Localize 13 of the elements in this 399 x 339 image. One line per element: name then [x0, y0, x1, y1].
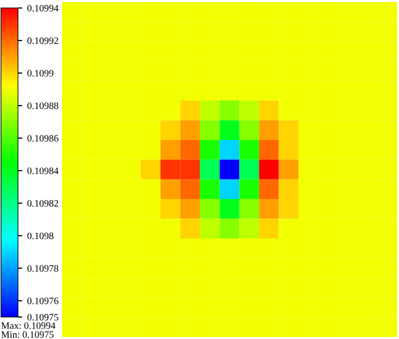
- color-bar-label: 0.10982: [27, 200, 58, 207]
- text: Max: 0.10994: [1, 322, 56, 329]
- color-bar-label: 0.10976: [27, 298, 58, 304]
- color-bar-label: 0.10986: [27, 135, 58, 142]
- color-bar-label: 0.10978: [27, 265, 58, 272]
- color-bar-label: 0.1099: [27, 70, 54, 77]
- color-bar-label: 0.10975: [27, 314, 58, 321]
- color-bar-label: 0.10994: [27, 4, 58, 12]
- color-bar-label: 0.10984: [27, 168, 58, 174]
- text: Min: 0.10975: [1, 331, 54, 338]
- color-bar-label: 0.10988: [27, 102, 58, 110]
- color-bar-label: 0.10992: [27, 37, 58, 44]
- color-bar-label: 0.1098: [27, 232, 54, 240]
